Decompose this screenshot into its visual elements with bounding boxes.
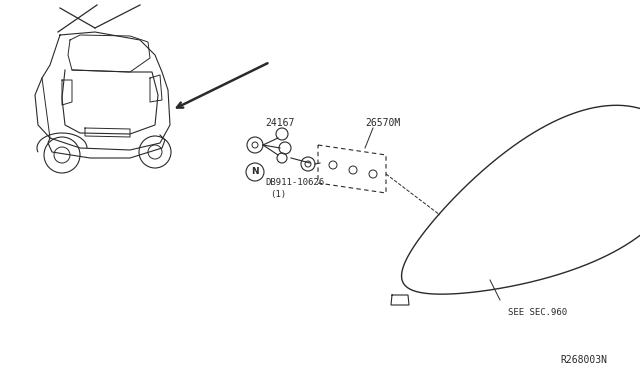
Text: 26570M: 26570M — [365, 118, 400, 128]
Text: DB911-10626: DB911-10626 — [265, 178, 324, 187]
Text: R268003N: R268003N — [560, 355, 607, 365]
Text: SEE SEC.960: SEE SEC.960 — [508, 308, 567, 317]
Text: 24167: 24167 — [265, 118, 294, 128]
Text: (1): (1) — [270, 190, 286, 199]
Text: N: N — [251, 167, 259, 176]
